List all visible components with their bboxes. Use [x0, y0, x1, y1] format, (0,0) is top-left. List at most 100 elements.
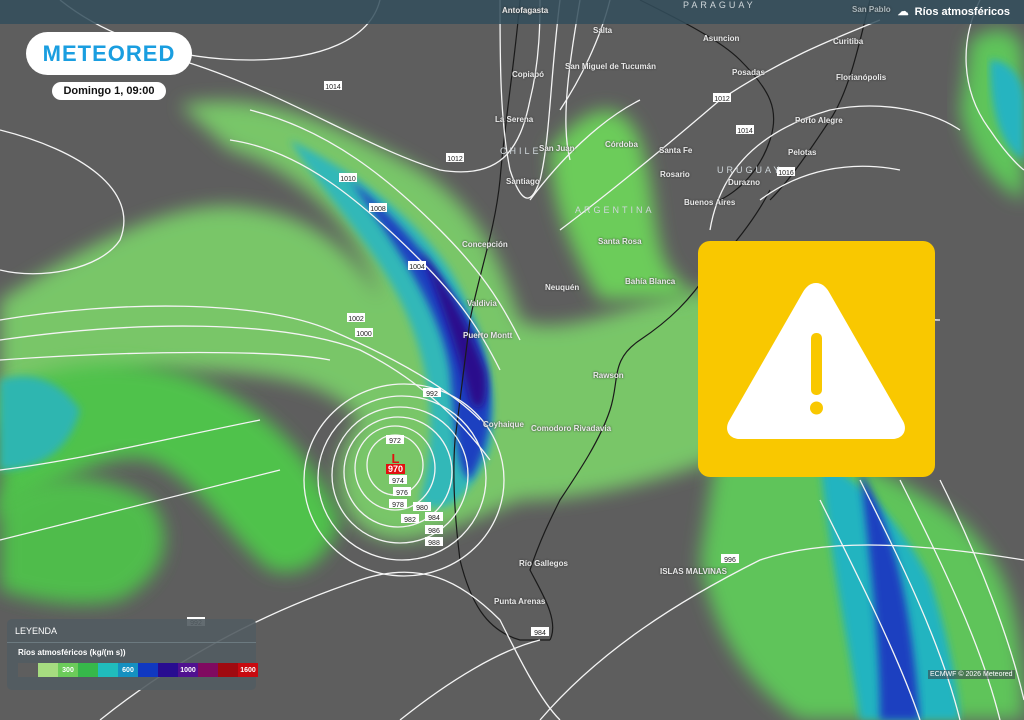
city-label: Antofagasta [502, 6, 549, 15]
city-label: La Serena [495, 115, 534, 124]
isobar-label-box [446, 153, 464, 162]
city-label: ISLAS MALVINAS [660, 567, 727, 576]
legend-swatch [78, 663, 98, 677]
city-label: Curitiba [833, 37, 864, 46]
layer-title: Ríos atmosféricos [914, 5, 1010, 18]
isobar-label: 1008 [370, 206, 386, 213]
isobar-label: 1012 [447, 156, 463, 163]
isobar-label: 1010 [340, 176, 356, 183]
isobar-label-box [389, 499, 407, 508]
isobar-label-box [423, 388, 441, 397]
meteored-logo[interactable]: METEORED [26, 32, 192, 75]
isobar-label-box [389, 475, 407, 484]
legend-swatch [218, 663, 238, 677]
top-bar: San Pablo ☁ Ríos atmosféricos [0, 0, 1024, 24]
city-label: Rawson [593, 371, 624, 380]
isobar-label-box [369, 203, 387, 212]
layer-selector[interactable]: ☁ Ríos atmosféricos [897, 5, 1010, 19]
city-label: Porto Alegre [795, 116, 843, 125]
isobar-label-box [425, 525, 443, 534]
wind-layers-icon: ☁ [897, 6, 909, 18]
city-label: Puerto Montt [463, 331, 513, 340]
city-label: Florianópolis [836, 73, 887, 82]
city-label: San Miguel de Tucumán [565, 62, 656, 71]
isobar-label-box [777, 167, 795, 176]
city-label: Coyhaique [483, 420, 524, 429]
legend-subtitle: Ríos atmosféricos (kg/(m s)) [18, 648, 126, 657]
city-label: Neuquén [545, 283, 580, 292]
legend-swatch [98, 663, 118, 677]
isobar-label: 1002 [348, 316, 364, 323]
legend-swatch [18, 663, 38, 677]
isobar-label-box [324, 81, 342, 90]
legend-swatch [138, 663, 158, 677]
forecast-date[interactable]: Domingo 1, 09:00 [52, 82, 166, 100]
city-label: Comodoro Rivadavia [531, 424, 612, 433]
isobar-label: 982 [404, 517, 416, 524]
legend-swatch [198, 663, 218, 677]
atmospheric-river-field [0, 29, 1024, 720]
warning-overlay [698, 241, 935, 477]
city-label: Rosario [660, 170, 690, 179]
isobar-label-box [721, 554, 739, 563]
city-label: Río Gallegos [519, 559, 568, 568]
isobar-labels: 1014 1012 1010 1008 1004 1002 1000 992 972 974 976… [187, 81, 795, 637]
country-label: URUGUAY [717, 165, 783, 175]
isobar-label: 980 [416, 505, 428, 512]
isobar-label-box [386, 435, 404, 444]
isobar-label-box [531, 627, 549, 636]
low-pressure-marker: L 970 [386, 451, 406, 474]
city-label: San Juan [539, 144, 575, 153]
isobar-label: 1016 [778, 170, 794, 177]
legend-swatch [158, 663, 178, 677]
city-label: Durazno [728, 178, 760, 187]
city-label: Buenos Aires [684, 198, 736, 207]
isobar-label-box [401, 514, 419, 523]
isobar-label: 986 [428, 528, 440, 535]
city-label: Santa Rosa [598, 237, 642, 246]
isobar-label: 996 [724, 557, 736, 564]
credit: ECMWF © 2026 Meteored [928, 670, 1015, 679]
legend-swatch [38, 663, 58, 677]
legend-swatch: 1600 [238, 663, 258, 677]
city-label: Pelotas [788, 148, 817, 157]
isobar-label-box [355, 328, 373, 337]
isobar-label-box [413, 502, 431, 511]
isobar-label: 1000 [356, 331, 372, 338]
legend-color-scale: 300 600 1000 1600 [18, 663, 258, 677]
city-label: Santa Fe [659, 146, 693, 155]
city-label: Concepción [462, 240, 508, 249]
city-label: Asuncion [703, 34, 740, 43]
isobar-label: 1014 [737, 128, 753, 135]
city-label: San Pablo [852, 5, 891, 14]
isobar-label-box [713, 93, 731, 102]
legend-swatch: 1000 [178, 663, 198, 677]
city-label: Córdoba [605, 140, 638, 149]
isobar-label-box [339, 173, 357, 182]
legend-swatch: 600 [118, 663, 138, 677]
country-label: PARAGUAY [683, 0, 756, 10]
city-label: Copiapó [512, 70, 544, 79]
city-label: Punta Arenas [494, 597, 546, 606]
isobar-label: 984 [534, 630, 546, 637]
country-label: ARGENTINA [575, 205, 655, 215]
isobar-label: 978 [392, 502, 404, 509]
isobar-label: 976 [396, 490, 408, 497]
isobar-label: 984 [428, 515, 440, 522]
isobar-label: 1004 [409, 264, 425, 271]
legend-panel: LEYENDA Ríos atmosféricos (kg/(m s)) 300… [7, 619, 258, 690]
isobar-label-box [425, 512, 443, 521]
isobar-label-box [393, 487, 411, 496]
legend-title: LEYENDA [7, 619, 256, 643]
city-label: Bahía Blanca [625, 277, 676, 286]
city-label: Santiago [506, 177, 540, 186]
city-label: Posadas [732, 68, 765, 77]
low-pressure-value: 970 [386, 464, 406, 474]
isobar-label: 992 [426, 391, 438, 398]
isobar-label: 1012 [714, 96, 730, 103]
low-symbol: L [391, 451, 400, 466]
isobar-label: 1014 [325, 84, 341, 91]
legend-swatch: 300 [58, 663, 78, 677]
city-label: Salta [593, 26, 613, 35]
